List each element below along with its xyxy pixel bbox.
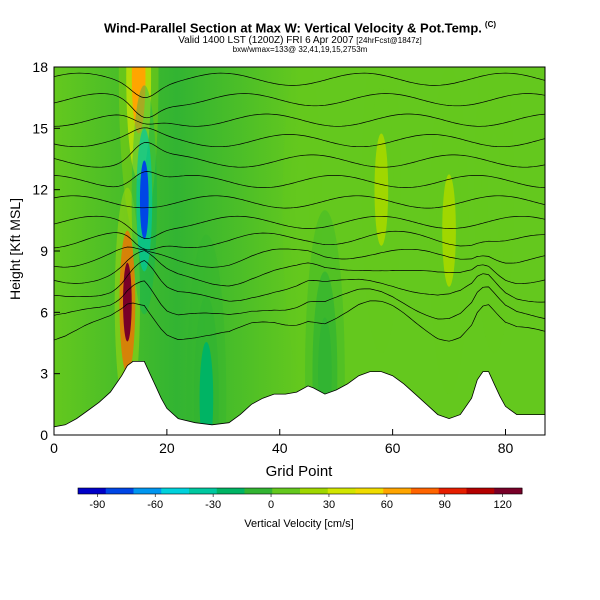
isentrope-line [54, 113, 545, 127]
colorbar-tick-label: 0 [268, 499, 274, 511]
colorbar-label: Vertical Velocity [cm/s] [244, 518, 353, 530]
y-tick-label: 9 [40, 243, 48, 259]
colorbar-segment [133, 488, 162, 494]
colorbar-tick-label: 90 [439, 499, 451, 511]
velocity-bands [114, 67, 515, 435]
axes: 0 20 40 60 80 0 3 6 9 12 15 18 [32, 59, 513, 456]
colorbar-frame [77, 487, 523, 495]
isentrope-line [54, 280, 545, 320]
updraft-core [374, 133, 389, 246]
colorbar-tick-label: -90 [89, 499, 105, 511]
colorbar-segment [494, 488, 523, 494]
colorbar-tick-label: 30 [323, 499, 335, 511]
colorbar-segment [300, 488, 329, 494]
colorbar-tick-label: -30 [205, 499, 221, 511]
colorbar-segment [189, 488, 218, 494]
isentrope-line [54, 230, 545, 251]
x-tick-label: 60 [385, 440, 401, 456]
colorbar-segment [466, 488, 495, 494]
y-tick-label: 3 [40, 366, 48, 382]
colorbar-segment [383, 488, 412, 494]
isentrope-line [54, 93, 545, 119]
isentrope-line [54, 260, 545, 303]
isentrope-line [54, 195, 545, 209]
isentrope-line [54, 250, 545, 287]
y-tick-label: 15 [32, 120, 48, 136]
isentrope-line [54, 72, 545, 98]
y-tick-label: 0 [40, 427, 48, 443]
colorbar: -90 -60 -30 0 30 60 90 120 [77, 487, 523, 511]
chart-title: Wind-Parallel Section at Max W: Vertical… [103, 20, 497, 36]
isentrope-line [54, 127, 545, 148]
x-tick-label: 40 [272, 440, 288, 456]
colorbar-tick-label: 120 [494, 499, 512, 511]
terrain-profile [54, 361, 545, 435]
plot-area [54, 67, 545, 435]
colorbar-segment [411, 488, 440, 494]
colorbar-tick-label: -60 [147, 499, 163, 511]
y-axis-label: Height [Kft MSL] [7, 198, 23, 300]
isentrope-line [54, 142, 545, 168]
y-tick-label: 12 [32, 182, 48, 198]
colorbar-segment [355, 488, 384, 494]
isentrope-line [54, 215, 545, 239]
max-w-info: bxw/wmax=133@ 32,41,19,15,2753m [232, 45, 368, 54]
colorbar-segment [216, 488, 245, 494]
updraft-core [442, 174, 456, 287]
y-tick-label: 18 [32, 59, 48, 75]
valid-time: Valid 1400 LST (1200Z) FRI 6 Apr 2007 [2… [178, 35, 422, 46]
colorbar-segment [272, 488, 301, 494]
y-tick-label: 6 [40, 304, 48, 320]
colorbar-segment [438, 488, 467, 494]
isentropes [54, 72, 545, 342]
isentrope-line [54, 171, 545, 188]
isentrope-line [54, 300, 545, 342]
x-tick-label: 80 [498, 440, 514, 456]
x-tick-label: 20 [159, 440, 175, 456]
updraft-core [295, 153, 310, 267]
colorbar-segment [327, 488, 356, 494]
colorbar-tick-label: 60 [381, 499, 393, 511]
downdraft-core [199, 341, 214, 435]
x-axis-label: Grid Point [266, 463, 334, 480]
colorbar-segment [78, 488, 107, 494]
downdraft-core [139, 160, 149, 240]
isentrope-line [54, 246, 545, 268]
updraft-core [487, 133, 502, 246]
colorbar-segment [105, 488, 134, 494]
updraft-core [123, 262, 132, 342]
x-tick-label: 0 [50, 440, 58, 456]
colorbar-segment [161, 488, 190, 494]
colorbar-segment [244, 488, 273, 494]
